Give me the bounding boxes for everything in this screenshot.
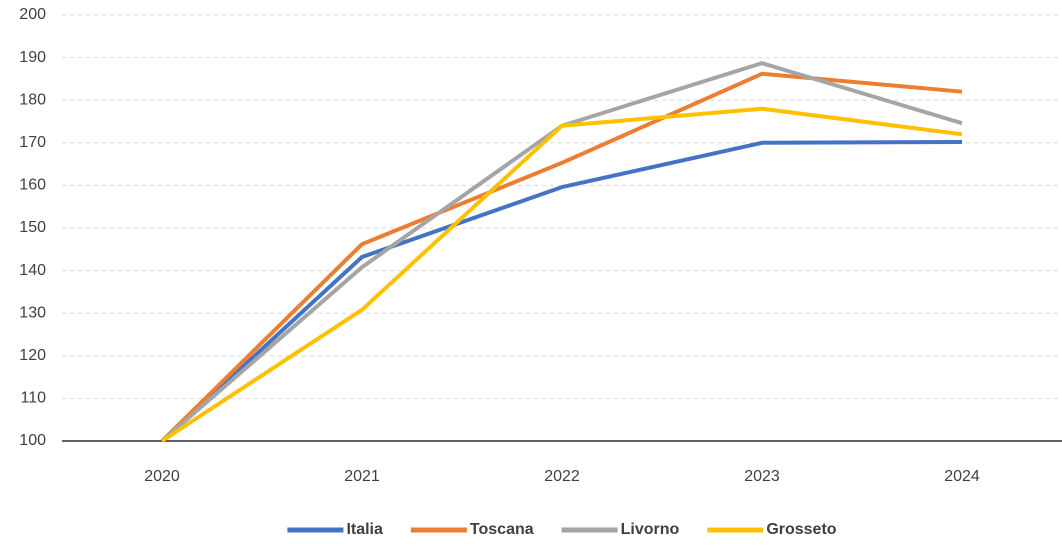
- y-tick-label: 150: [19, 219, 46, 236]
- line-series: [160, 139, 963, 443]
- x-tick-label: 2024: [944, 468, 980, 485]
- y-tick-label: 160: [19, 177, 46, 194]
- legend-label: Grosseto: [766, 521, 836, 538]
- x-tick-label: 2023: [744, 468, 780, 485]
- legend-label: Toscana: [470, 521, 534, 538]
- y-tick-label: 170: [19, 134, 46, 151]
- line-series: [160, 71, 963, 443]
- y-tick-label: 190: [19, 49, 46, 66]
- y-tick-label: 100: [19, 432, 46, 449]
- x-tick-label: 2021: [344, 468, 380, 485]
- x-tick-label: 2022: [544, 468, 580, 485]
- y-tick-label: 200: [19, 6, 46, 23]
- y-tick-label: 140: [19, 262, 46, 279]
- y-tick-label: 120: [19, 347, 46, 364]
- y-tick-label: 110: [20, 390, 46, 407]
- y-tick-label: 130: [19, 304, 46, 321]
- x-tick-label: 2020: [144, 468, 180, 485]
- legend-label: Livorno: [621, 521, 680, 538]
- line-series: [160, 106, 963, 443]
- legend-label: Italia: [346, 521, 383, 538]
- y-tick-label: 180: [19, 91, 46, 108]
